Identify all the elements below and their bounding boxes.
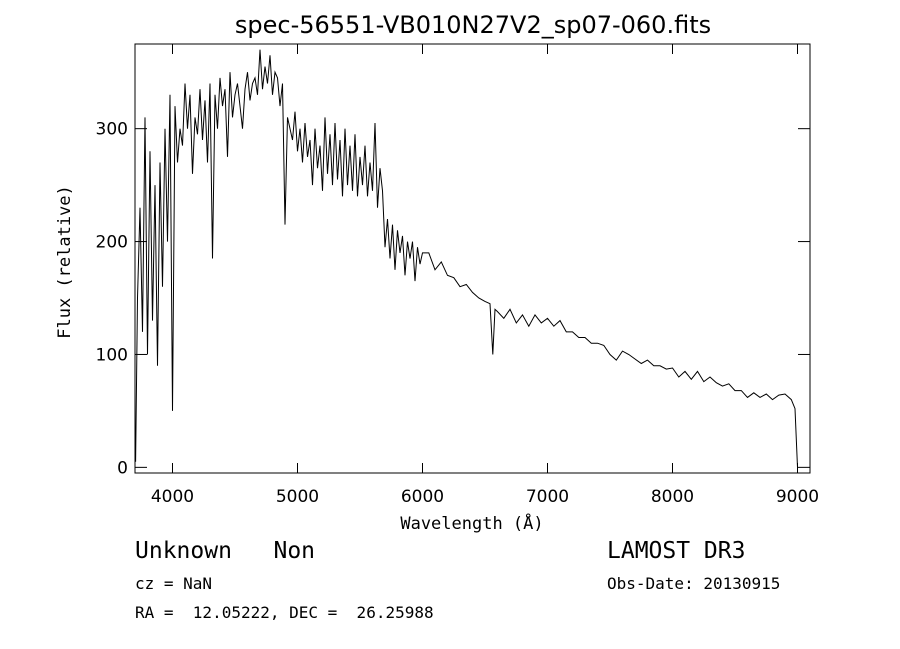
redshift-text: cz = NaN — [135, 574, 212, 593]
spectrum-line — [136, 50, 798, 468]
x-axis-label: Wavelength (Å) — [400, 512, 543, 534]
y-tick-label: 0 — [117, 458, 128, 478]
y-axis-label: Flux (relative) — [55, 185, 75, 339]
chart-title: spec-56551-VB010N27V2_sp07-060.fits — [235, 11, 711, 39]
obs-date-text: Obs-Date: 20130915 — [607, 574, 780, 593]
y-tick-label: 100 — [96, 345, 128, 365]
y-tick-label: 300 — [96, 120, 128, 140]
axis-ticks — [135, 44, 810, 473]
x-tick-label: 9000 — [776, 487, 819, 507]
y-tick-labels: 0 100 200 300 — [96, 120, 128, 479]
x-tick-label: 4000 — [151, 487, 194, 507]
x-tick-label: 8000 — [651, 487, 694, 507]
x-tick-label: 7000 — [526, 487, 569, 507]
survey-label: LAMOST DR3 — [607, 538, 745, 564]
coordinates-text: RA = 12.05222, DEC = 26.25988 — [135, 603, 434, 622]
x-tick-label: 6000 — [401, 487, 444, 507]
y-tick-label: 200 — [96, 233, 128, 253]
x-tick-labels: 4000 5000 6000 7000 8000 9000 — [151, 487, 819, 507]
object-class-text: Unknown Non — [135, 538, 315, 564]
plot-frame — [135, 44, 810, 473]
x-tick-label: 5000 — [276, 487, 319, 507]
